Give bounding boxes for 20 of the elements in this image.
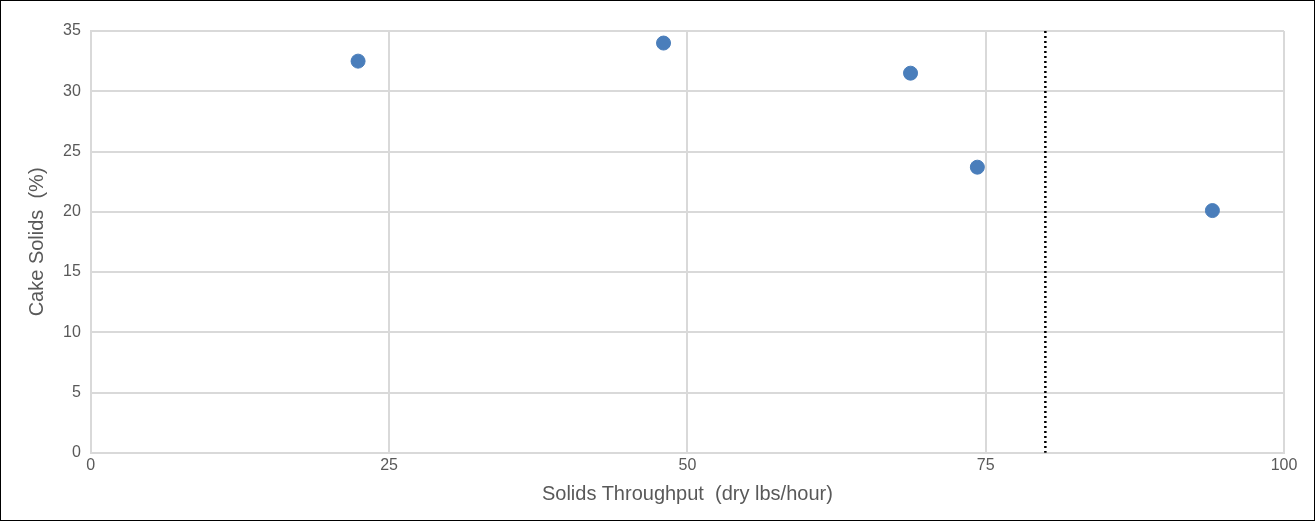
y-tick-label: 10 <box>63 322 81 340</box>
y-tick-label: 35 <box>63 21 81 39</box>
point <box>903 65 919 81</box>
y-tick-label: 0 <box>71 443 81 461</box>
y-tick-label: 30 <box>63 81 81 99</box>
y-tick-label: 25 <box>63 141 81 159</box>
point <box>350 53 366 69</box>
point <box>1204 203 1220 219</box>
point <box>656 35 672 51</box>
x-tick-label: 50 <box>678 455 697 473</box>
y-tick-label: 15 <box>63 262 81 280</box>
point <box>969 159 985 175</box>
x-axis-title: Solids Throughput (dry lbs/hour) <box>541 481 833 504</box>
x-tick-label: 75 <box>976 455 995 473</box>
x-tick-label: 25 <box>380 455 399 473</box>
y-tick-label: 20 <box>63 202 81 220</box>
x-tick-label: 0 <box>86 455 96 473</box>
y-axis-title: Cake Solids (%) <box>24 167 47 317</box>
x-tick-label: 100 <box>1270 455 1298 473</box>
y-tick-label: 5 <box>71 382 81 400</box>
